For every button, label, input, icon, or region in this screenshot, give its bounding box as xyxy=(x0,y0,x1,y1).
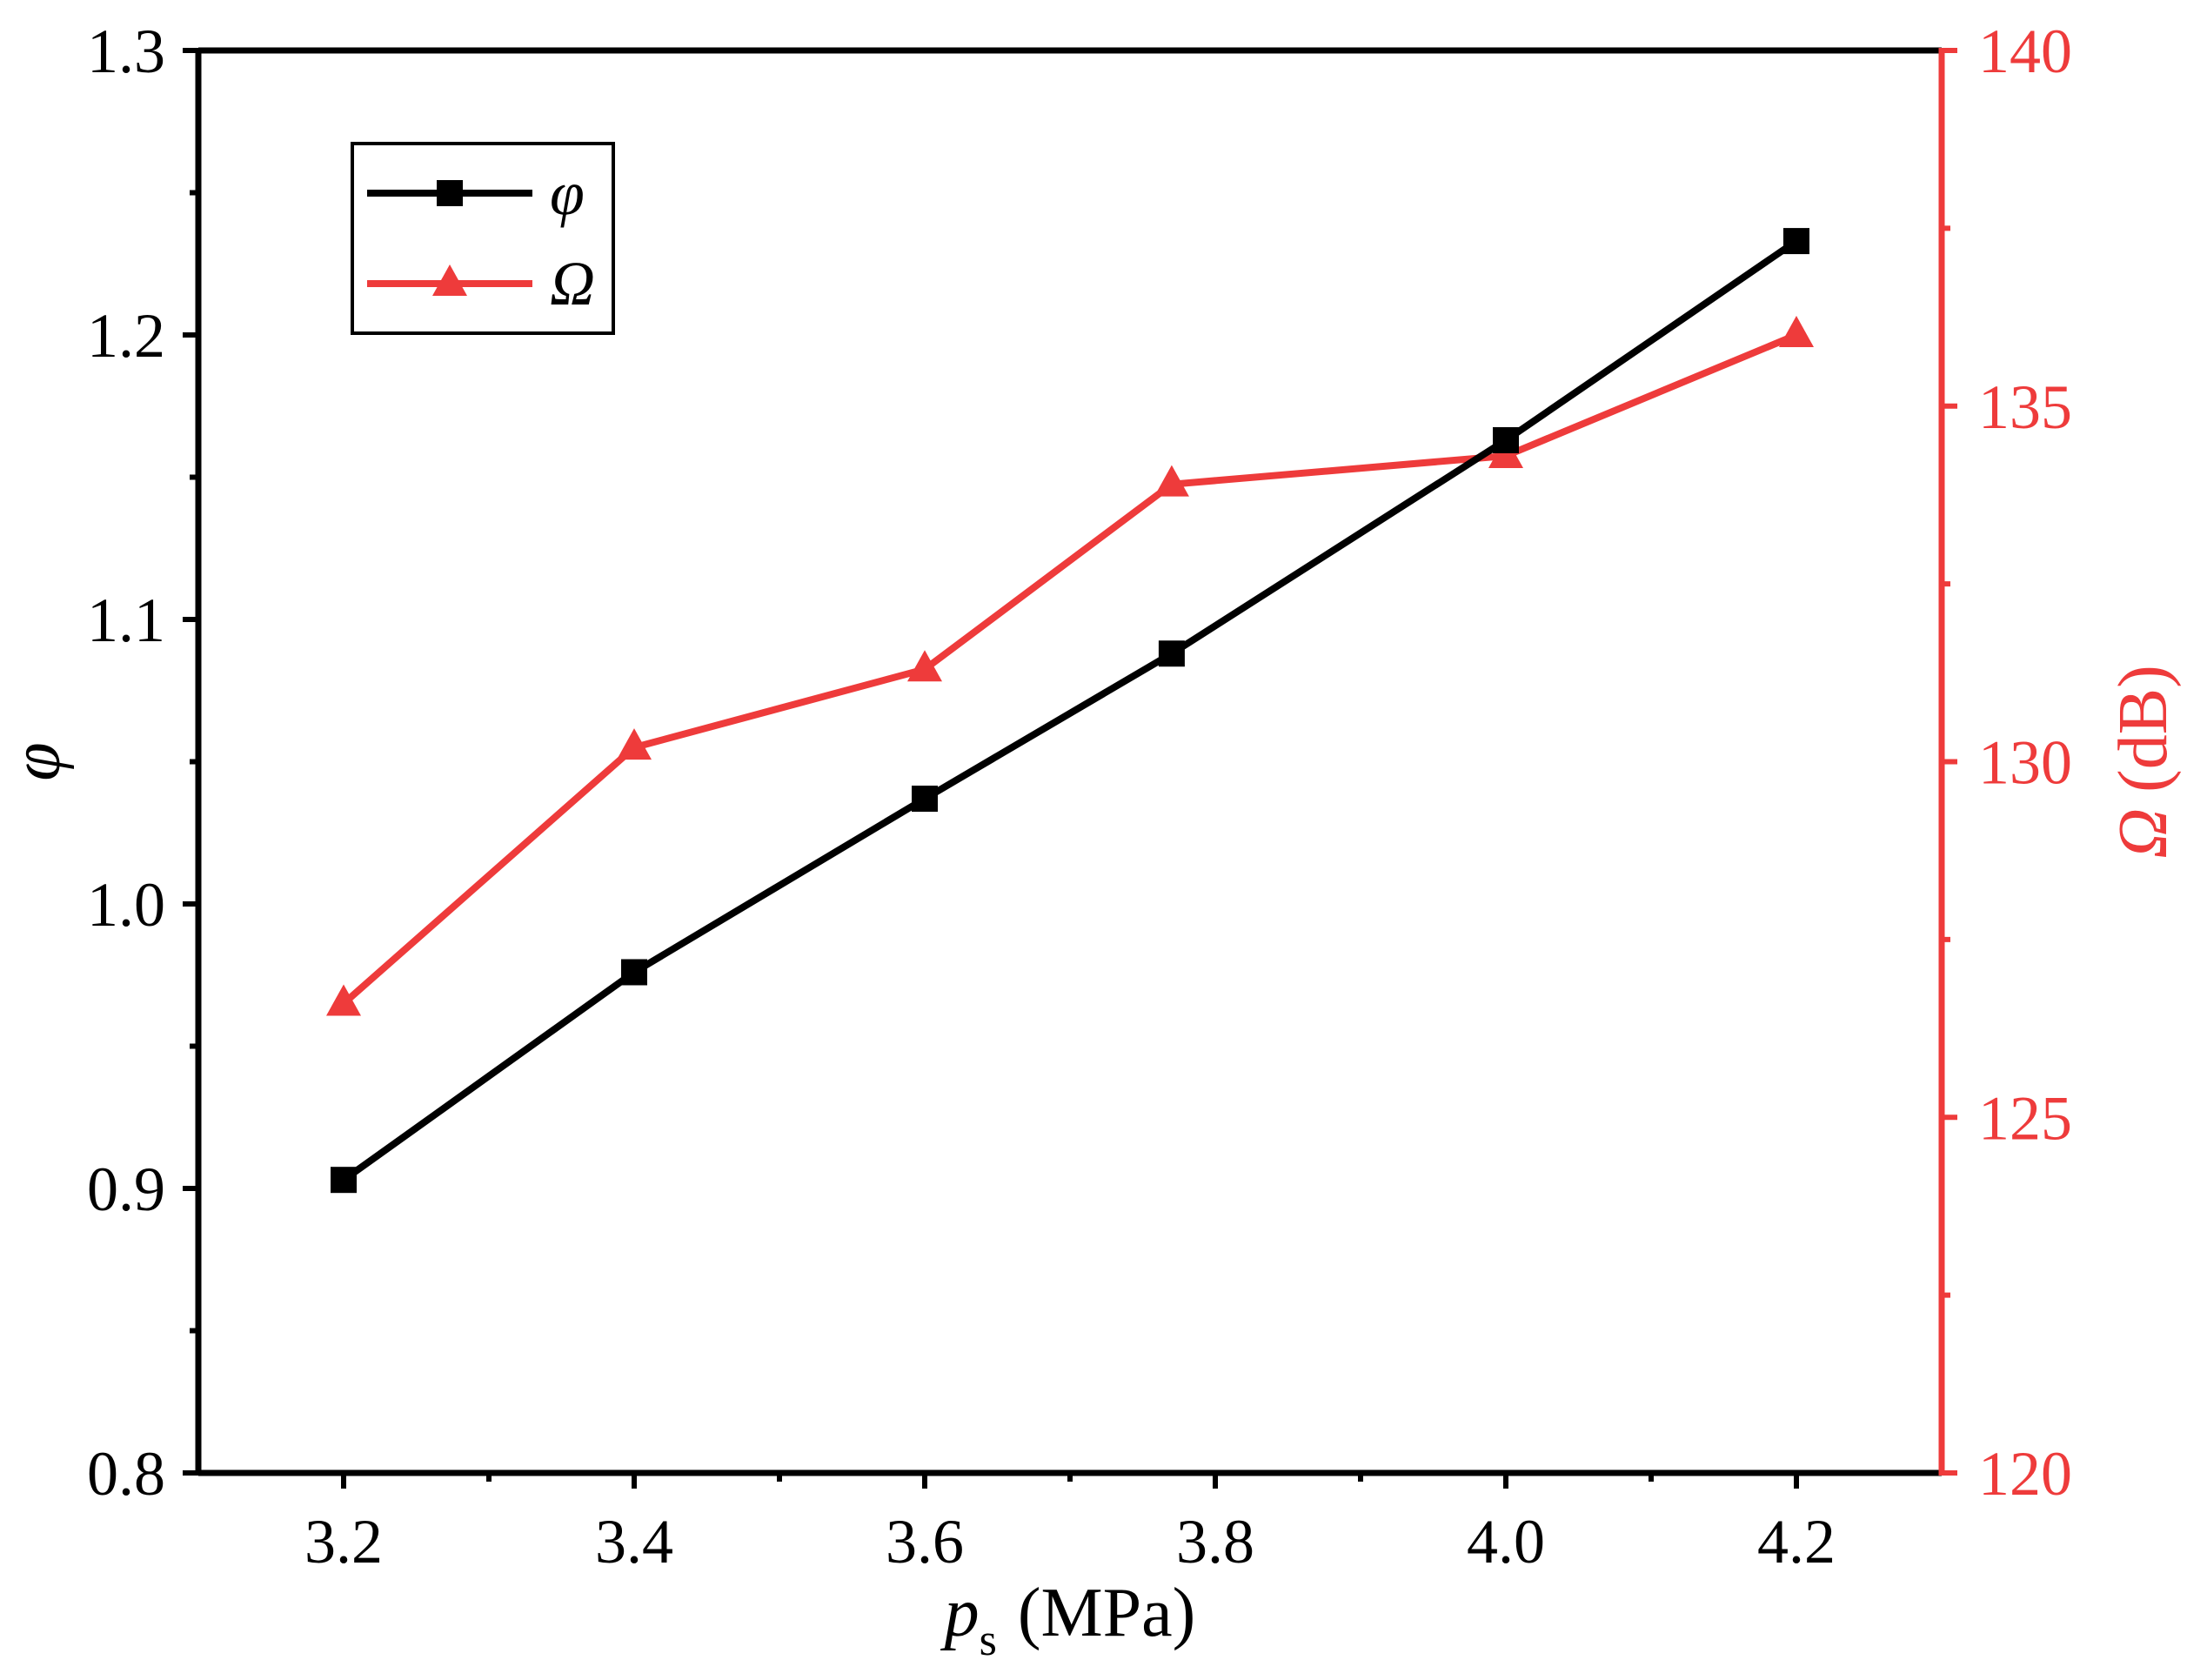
legend-label: Ω xyxy=(550,249,595,318)
x-axis-symbol: p xyxy=(940,1575,980,1651)
legend-item: Ω xyxy=(367,249,595,318)
legend-marker-triangle xyxy=(432,264,467,296)
series-0 xyxy=(331,228,1809,1194)
data-point-square xyxy=(331,1167,357,1194)
legend-label: φ xyxy=(550,158,585,228)
legend-marker-square xyxy=(437,180,463,206)
y-right-axis-symbol: Ω xyxy=(2105,808,2182,859)
y-left-tick-label: 1.2 xyxy=(87,301,165,371)
y-left-tick-label: 1.0 xyxy=(87,870,165,940)
data-point-square xyxy=(1158,640,1185,667)
y-right-tick-label: 140 xyxy=(1978,17,2072,86)
x-axis-unit: (MPa) xyxy=(1018,1575,1195,1651)
x-tick-label: 3.6 xyxy=(886,1507,964,1576)
x-tick-label: 4.2 xyxy=(1757,1507,1836,1576)
data-point-triangle xyxy=(1779,316,1814,347)
data-point-square xyxy=(912,786,938,813)
data-point-triangle xyxy=(1154,465,1189,497)
x-tick-label: 4.0 xyxy=(1467,1507,1545,1576)
x-tick-label: 3.8 xyxy=(1176,1507,1254,1576)
x-tick-label: 3.4 xyxy=(595,1507,673,1576)
y-left-axis-title: φ xyxy=(0,742,75,780)
y-right-tick-label: 130 xyxy=(1978,728,2072,798)
y-left-tick-label: 1.3 xyxy=(87,17,165,86)
series-1 xyxy=(326,316,1814,1016)
legend: φΩ xyxy=(351,142,615,335)
y-left-tick-label: 0.8 xyxy=(87,1439,165,1509)
y-right-axis-title: Ω (dB) xyxy=(2105,665,2182,859)
data-point-square xyxy=(621,959,647,986)
data-point-triangle xyxy=(907,650,942,682)
y-right-tick-label: 120 xyxy=(1978,1439,2072,1509)
y-left-tick-label: 1.1 xyxy=(87,586,165,655)
series-line xyxy=(341,331,1798,1007)
legend-item: φ xyxy=(367,158,585,228)
data-point-triangle xyxy=(617,728,652,760)
y-left-tick-label: 0.9 xyxy=(87,1155,165,1224)
series-line xyxy=(341,238,1799,1183)
x-axis-subscript: s xyxy=(980,1616,997,1665)
data-point-square xyxy=(1493,426,1519,453)
x-tick-label: 3.2 xyxy=(304,1507,383,1576)
x-axis-title: ps (MPa) xyxy=(940,1575,1196,1665)
y-right-tick-label: 135 xyxy=(1978,372,2072,442)
data-point-square xyxy=(1783,228,1809,255)
legend-box xyxy=(351,142,615,335)
y-right-tick-label: 125 xyxy=(1978,1083,2072,1153)
data-point-triangle xyxy=(326,984,361,1016)
y-right-axis-unit: (dB) xyxy=(2105,665,2182,793)
